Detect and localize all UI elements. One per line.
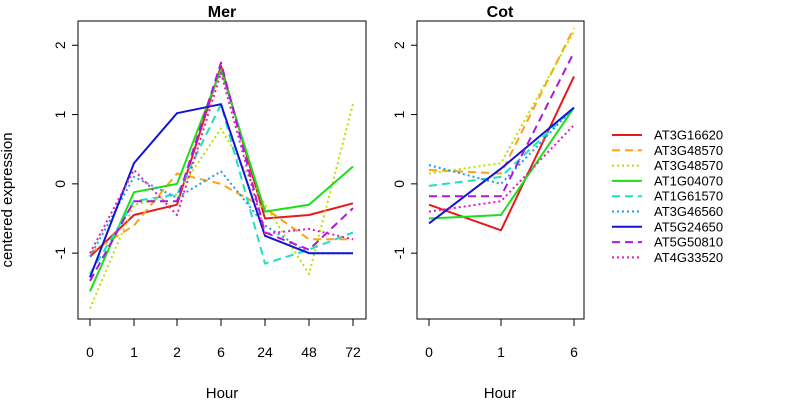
mer-series-line-at3g48570 bbox=[89, 172, 353, 255]
legend-label: AT3G48570 bbox=[654, 143, 723, 158]
cot-series-line-at1g04070 bbox=[428, 107, 575, 220]
cot-x-tick-label: 0 bbox=[425, 344, 433, 360]
mer-x-tick-label: 24 bbox=[257, 344, 273, 360]
y-axis-title: centered expression bbox=[0, 132, 16, 267]
cot-x-axis: 0 1 6 bbox=[425, 319, 578, 360]
mer-series-line-at4g33520 bbox=[89, 72, 354, 254]
cot-series-lines bbox=[428, 27, 575, 232]
cot-series-line-at3g46560 bbox=[428, 106, 575, 185]
cot-title: Cot bbox=[487, 4, 514, 21]
mer-series-line-at3g16620 bbox=[89, 65, 354, 258]
legend-label: AT5G50810 bbox=[654, 235, 723, 250]
mer-x-tick-label: 48 bbox=[301, 344, 317, 360]
cot-x-axis-title: Hour bbox=[484, 385, 517, 400]
cot-x-tick-label: 6 bbox=[570, 344, 578, 360]
cot-y-tick-label: 2 bbox=[391, 41, 407, 49]
legend: AT3G16620AT3G48570AT3G48570AT1G04070AT1G… bbox=[612, 128, 723, 265]
legend-label: AT4G33520 bbox=[654, 250, 723, 265]
mer-y-tick-label: 0 bbox=[52, 180, 68, 188]
mer-panel: Mer -1 0 1 2 0 1 2 6 24 48 72 Hour centered expre… bbox=[0, 4, 367, 400]
legend-label: AT1G04070 bbox=[654, 173, 723, 188]
cot-series-line-at1g61570 bbox=[428, 106, 575, 187]
mer-series-lines bbox=[89, 61, 354, 309]
mer-y-tick-label: 2 bbox=[52, 41, 68, 49]
mer-series-line-at1g61570 bbox=[89, 103, 354, 275]
legend-label: AT1G61570 bbox=[654, 189, 723, 204]
legend-label: AT3G48570 bbox=[654, 158, 723, 173]
mer-x-axis-title: Hour bbox=[206, 385, 239, 400]
cot-x-tick-label: 1 bbox=[497, 344, 505, 360]
cot-series-line-at3g48570 bbox=[428, 27, 575, 175]
legend-label: AT3G16620 bbox=[654, 128, 723, 143]
mer-series-line-at1g04070 bbox=[89, 68, 354, 292]
mer-plot-frame bbox=[77, 20, 367, 320]
cot-panel: Cot -1 0 1 2 0 1 6 Hour bbox=[391, 4, 585, 400]
cot-series-line-at5g24650 bbox=[428, 106, 575, 225]
mer-x-tick-label: 72 bbox=[345, 344, 361, 360]
mer-y-tick-label: 1 bbox=[52, 110, 68, 118]
mer-x-tick-label: 1 bbox=[130, 344, 138, 360]
mer-y-tick-label: -1 bbox=[52, 247, 68, 260]
cot-y-tick-label: 0 bbox=[391, 180, 407, 188]
mer-series-line-at3g48570 bbox=[89, 103, 354, 309]
mer-x-tick-label: 0 bbox=[86, 344, 94, 360]
cot-y-axis: -1 0 1 2 bbox=[391, 41, 417, 259]
mer-y-axis: -1 0 1 2 bbox=[52, 41, 78, 259]
legend-label: AT5G24650 bbox=[654, 219, 723, 234]
mer-x-axis: 0 1 2 6 24 48 72 bbox=[86, 319, 361, 360]
cot-y-tick-label: -1 bbox=[391, 247, 407, 260]
cot-y-tick-label: 1 bbox=[391, 110, 407, 118]
mer-series-line-at5g50810 bbox=[89, 61, 354, 282]
mer-x-tick-label: 2 bbox=[173, 344, 181, 360]
mer-title: Mer bbox=[208, 4, 236, 21]
mer-x-tick-label: 6 bbox=[217, 344, 225, 360]
mer-series-line-at5g24650 bbox=[89, 103, 353, 278]
cot-series-line-at3g48570 bbox=[428, 30, 575, 175]
cot-series-line-at5g50810 bbox=[429, 51, 575, 198]
legend-label: AT3G46560 bbox=[654, 204, 723, 219]
